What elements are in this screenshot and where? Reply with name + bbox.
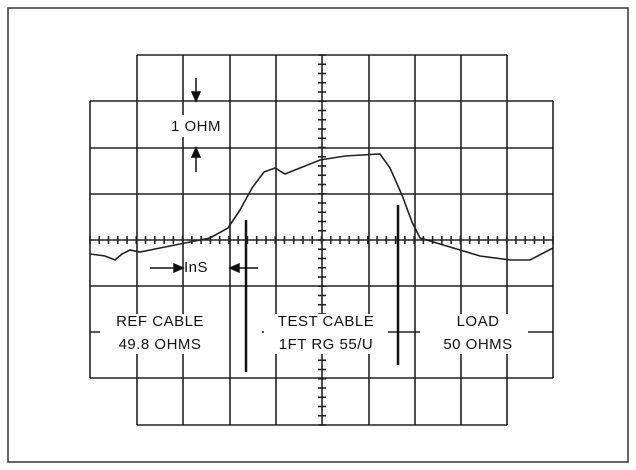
section-value: 49.8 OHMS [119, 336, 202, 353]
trace [89, 153, 554, 261]
section-value: 1FT RG 55/U [279, 336, 373, 353]
label-bg [168, 115, 224, 137]
scale-arrows [150, 78, 258, 274]
section-value: 50 OHMS [443, 336, 512, 353]
label-bg [264, 314, 388, 354]
vertical-scale: 1 OHM [171, 118, 221, 135]
label-bg [426, 314, 526, 354]
label-bg [100, 314, 218, 354]
horizontal-scale: InS [184, 259, 208, 276]
frame [7, 7, 629, 463]
section-name: LOAD [457, 313, 500, 330]
section-name: TEST CABLE [278, 313, 374, 330]
section-name: REF CABLE [116, 313, 204, 330]
